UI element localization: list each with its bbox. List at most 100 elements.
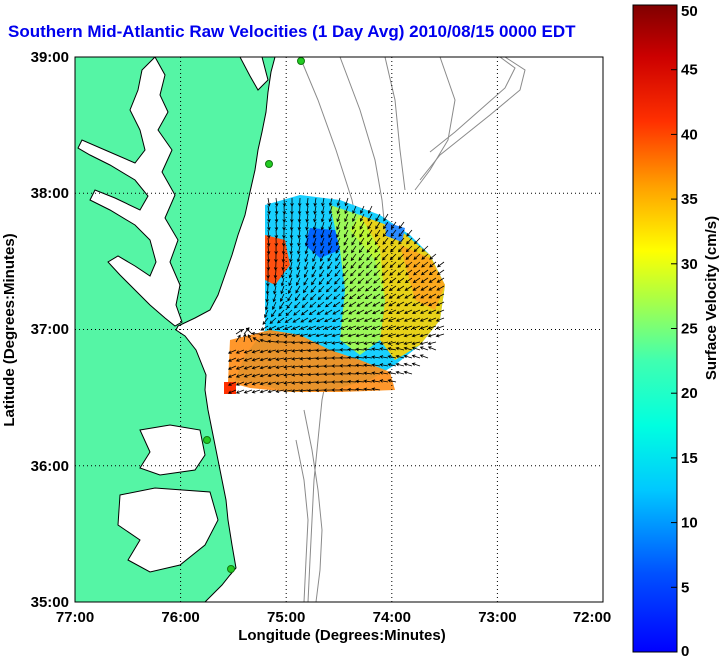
velocity-arrow bbox=[427, 317, 437, 322]
velocity-arrow bbox=[251, 331, 261, 336]
velocity-arrow bbox=[339, 372, 349, 376]
velocity-arrow bbox=[303, 269, 309, 278]
velocity-arrow bbox=[317, 293, 325, 301]
velocity-arrow bbox=[374, 237, 381, 246]
velocity-arrow bbox=[291, 373, 301, 377]
velocity-arrow bbox=[267, 333, 277, 337]
velocity-arrow bbox=[350, 261, 357, 269]
velocity-arrow bbox=[312, 221, 317, 231]
velocity-arrow bbox=[288, 277, 293, 287]
x-axis-title: Longitude (Degrees:Minutes) bbox=[238, 627, 446, 644]
velocity-arrow bbox=[398, 229, 405, 237]
velocity-arrow bbox=[291, 325, 301, 330]
velocity-arrow bbox=[227, 381, 237, 386]
velocity-arrow bbox=[267, 221, 271, 231]
velocity-arrow bbox=[327, 253, 333, 262]
y-tick-label: 37:00 bbox=[31, 321, 69, 338]
velocity-arrow bbox=[388, 301, 397, 307]
velocity-arrow bbox=[305, 205, 310, 215]
velocity-arrow bbox=[347, 379, 357, 384]
velocity-arrow bbox=[266, 245, 271, 255]
velocity-arrow bbox=[403, 354, 413, 359]
velocity-arrow bbox=[365, 261, 373, 269]
velocity-arrow bbox=[372, 309, 381, 315]
velocity-arrow bbox=[363, 317, 373, 322]
velocity-arrow bbox=[359, 229, 365, 238]
velocity-arrow bbox=[323, 388, 333, 392]
velocity-arrow bbox=[313, 197, 317, 207]
colorbar-tick-label: 30 bbox=[681, 256, 698, 273]
velocity-arrow bbox=[259, 389, 269, 394]
velocity-arrow bbox=[291, 333, 301, 338]
velocity-arrow bbox=[435, 309, 445, 314]
velocity-arrow bbox=[274, 221, 279, 231]
velocity-arrow bbox=[405, 253, 413, 261]
velocity-arrow bbox=[283, 333, 293, 337]
velocity-arrow bbox=[367, 229, 373, 238]
velocity-arrow bbox=[313, 205, 317, 215]
velocity-arrow bbox=[347, 347, 357, 352]
velocity-arrow bbox=[389, 269, 397, 276]
velocity-arrow bbox=[404, 285, 413, 291]
velocity-arrow bbox=[304, 261, 309, 271]
velocity-arrow bbox=[315, 333, 325, 338]
velocity-arrow bbox=[375, 229, 381, 238]
velocity-arrow bbox=[235, 357, 245, 362]
velocity-arrow bbox=[259, 349, 269, 354]
velocity-arrow bbox=[336, 205, 341, 215]
velocity-arrow bbox=[267, 349, 277, 354]
velocity-arrow bbox=[388, 285, 397, 292]
velocity-arrow bbox=[413, 253, 421, 260]
velocity-arrow bbox=[320, 229, 325, 239]
velocity-arrow bbox=[411, 333, 421, 338]
velocity-arrow bbox=[366, 253, 373, 261]
velocity-arrow bbox=[411, 354, 421, 359]
velocity-arrow bbox=[356, 301, 365, 307]
velocity-arrow bbox=[341, 285, 349, 292]
velocity-arrow bbox=[429, 261, 437, 268]
colorbar-tick-label: 15 bbox=[681, 450, 698, 467]
velocity-arrow bbox=[320, 237, 325, 247]
velocity-arrow bbox=[372, 301, 381, 307]
velocity-arrow bbox=[359, 221, 365, 230]
velocity-arrow bbox=[315, 341, 325, 345]
velocity-arrow bbox=[355, 333, 365, 338]
y-axis-title: Latitude (Degrees:Minutes) bbox=[1, 233, 18, 426]
velocity-arrow bbox=[307, 348, 317, 353]
velocity-arrow bbox=[349, 277, 357, 285]
velocity-arrow bbox=[371, 379, 381, 383]
velocity-arrow bbox=[363, 341, 373, 345]
velocity-arrow bbox=[315, 388, 325, 393]
velocity-arrow bbox=[304, 253, 309, 263]
velocity-arrow bbox=[363, 363, 373, 368]
velocity-arrow bbox=[387, 333, 397, 338]
velocity-arrow bbox=[235, 373, 245, 378]
velocity-arrow bbox=[251, 349, 261, 354]
station-marker bbox=[297, 57, 305, 65]
velocity-arrow bbox=[275, 389, 285, 393]
velocity-arrow bbox=[267, 389, 277, 394]
velocity-arrow bbox=[259, 373, 269, 378]
velocity-arrow bbox=[283, 349, 293, 353]
velocity-arrow bbox=[334, 277, 341, 285]
velocity-arrow bbox=[412, 277, 421, 284]
velocity-arrow bbox=[428, 293, 437, 299]
velocity-arrow bbox=[267, 205, 271, 215]
velocity-arrow bbox=[283, 381, 293, 385]
velocity-arrow bbox=[272, 301, 277, 311]
velocity-arrow bbox=[397, 261, 405, 268]
velocity-arrow bbox=[379, 317, 389, 322]
velocity-arrow bbox=[366, 237, 373, 246]
velocity-arrow bbox=[428, 301, 437, 307]
colorbar-tick-label: 35 bbox=[681, 191, 698, 208]
velocity-arrow bbox=[312, 245, 317, 255]
velocity-arrow bbox=[336, 197, 341, 207]
velocity-arrow bbox=[398, 221, 405, 230]
velocity-arrow bbox=[363, 387, 373, 392]
velocity-arrow bbox=[275, 333, 285, 337]
velocity-arrow bbox=[363, 333, 373, 338]
velocity-arrow bbox=[262, 317, 269, 325]
velocity-arrow bbox=[269, 317, 277, 324]
velocity-arrow bbox=[299, 356, 309, 361]
velocity-arrow bbox=[266, 261, 271, 271]
